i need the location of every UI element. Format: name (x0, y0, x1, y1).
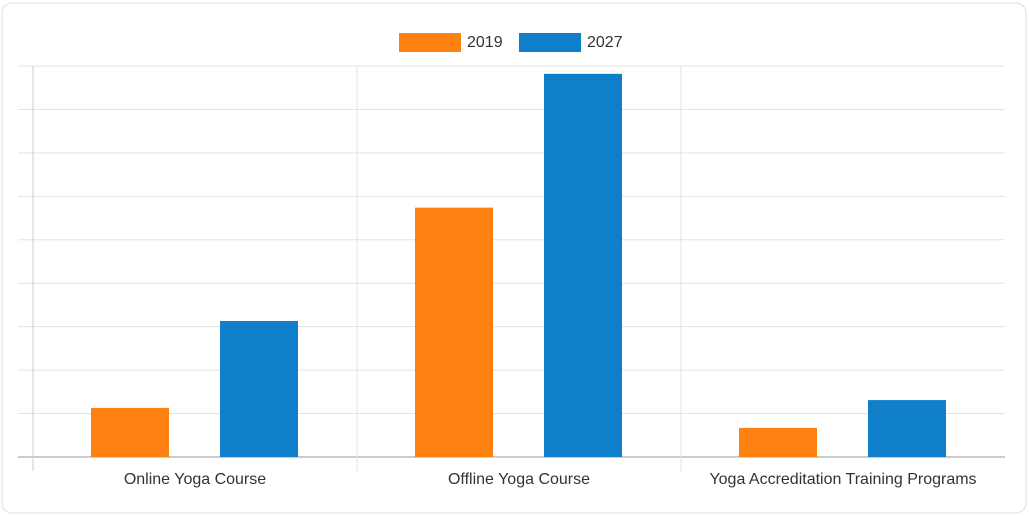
bar (91, 407, 169, 457)
x-tick-label: Yoga Accreditation Training Programs (709, 471, 976, 488)
legend-label: 2027 (587, 34, 623, 51)
bar (868, 400, 946, 457)
bar (220, 321, 298, 457)
x-tick-label: Offline Yoga Course (448, 471, 590, 488)
legend-swatch (519, 33, 581, 52)
legend-label: 2019 (467, 34, 503, 51)
bar (739, 427, 817, 457)
x-tick-label: Online Yoga Course (124, 471, 266, 488)
bar (415, 207, 493, 457)
legend-swatch (399, 33, 461, 52)
bar (544, 73, 622, 457)
